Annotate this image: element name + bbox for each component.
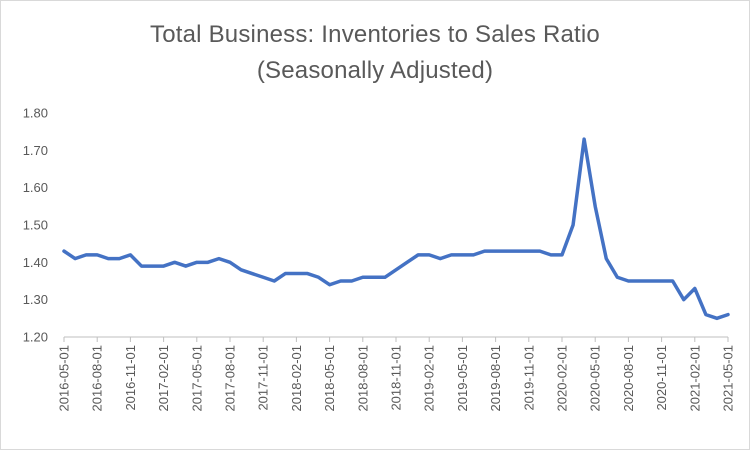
x-tick-label: 2016-08-01: [90, 345, 105, 412]
chart-subtitle: (Seasonally Adjusted): [256, 57, 494, 84]
series-layer: [62, 137, 730, 321]
y-tick-label: 1.20: [23, 330, 48, 345]
data-point: [483, 249, 486, 253]
data-point: [383, 276, 387, 279]
data-point: [84, 253, 88, 257]
x-tick-label: 2019-02-01: [422, 345, 437, 412]
data-point: [129, 253, 132, 257]
y-tick-label: 1.50: [23, 218, 48, 233]
x-tick-label: 2021-05-01: [721, 345, 736, 412]
x-tick-label: 2018-05-01: [322, 345, 337, 412]
data-point: [505, 249, 508, 253]
data-point: [284, 272, 287, 275]
x-tick-label: 2019-05-01: [455, 345, 470, 412]
x-tick-label: 2018-02-01: [289, 345, 304, 412]
data-point: [538, 249, 542, 253]
data-point: [494, 249, 497, 253]
data-point: [560, 253, 564, 257]
data-point: [306, 272, 309, 275]
data-point: [62, 249, 66, 253]
data-point: [627, 279, 630, 283]
x-tick-label: 2017-08-01: [223, 345, 238, 412]
data-point: [262, 276, 265, 279]
x-tick-label: 2017-02-01: [156, 345, 171, 412]
y-axis-labels: 1.20 1.30 1.40 1.50 1.60 1.70 1.80: [23, 106, 48, 345]
x-axis-labels: 2016-05-01 2016-08-01 2016-11-01 2017-02-01…: [57, 345, 736, 412]
data-point: [317, 276, 320, 279]
data-point: [206, 261, 210, 264]
data-point: [682, 298, 685, 301]
data-point: [173, 261, 176, 264]
data-point: [250, 272, 254, 275]
data-point: [704, 313, 708, 316]
data-point: [450, 253, 453, 257]
data-point: [162, 264, 165, 268]
data-point: [649, 279, 652, 283]
data-point: [416, 253, 420, 257]
data-point: [339, 279, 342, 283]
data-point: [605, 257, 608, 260]
data-point: [73, 257, 77, 260]
data-point: [184, 264, 187, 268]
data-point: [527, 249, 530, 253]
series-line: [62, 137, 730, 321]
x-tick-label: 2020-05-01: [588, 345, 603, 412]
x-tick-label: 2021-02-01: [687, 345, 702, 412]
x-tick-label: 2018-08-01: [355, 345, 370, 412]
x-tick-label: 2016-11-01: [123, 345, 138, 411]
data-point: [616, 276, 619, 279]
data-point: [571, 223, 575, 227]
data-point: [726, 313, 730, 316]
x-tick-label: 2019-08-01: [488, 345, 503, 412]
y-tick-label: 1.60: [23, 180, 48, 195]
chart-title: Total Business: Inventories to Sales Rat…: [150, 21, 600, 48]
data-point: [140, 264, 143, 268]
x-tick-label: 2017-11-01: [256, 345, 271, 411]
data-point: [228, 261, 232, 264]
data-point: [549, 253, 553, 257]
data-point: [472, 253, 475, 257]
data-point: [715, 317, 719, 320]
data-point: [461, 253, 464, 257]
data-point: [328, 283, 331, 286]
data-point: [405, 261, 409, 264]
data-point: [693, 287, 696, 290]
data-point: [638, 279, 641, 283]
x-tick-label: 2019-11-01: [521, 345, 536, 411]
data-point: [372, 276, 376, 279]
x-tick-label: 2020-02-01: [555, 345, 570, 412]
data-point: [582, 137, 586, 141]
y-tick-label: 1.30: [23, 292, 48, 307]
data-point: [273, 279, 276, 283]
y-tick-label: 1.80: [23, 106, 48, 121]
x-tick-label: 2016-05-01: [57, 345, 72, 412]
data-point: [118, 257, 121, 260]
y-tick-label: 1.40: [23, 255, 48, 270]
data-point: [660, 279, 663, 283]
data-point: [151, 264, 154, 268]
x-tick-label: 2018-11-01: [389, 345, 404, 411]
data-point: [516, 249, 519, 253]
data-point: [394, 268, 398, 271]
x-tick-label: 2020-11-01: [654, 345, 669, 411]
data-point: [428, 253, 431, 257]
data-point: [195, 261, 198, 264]
x-tick-label: 2020-08-01: [621, 345, 636, 412]
x-tick-label: 2017-05-01: [189, 345, 204, 412]
data-point: [107, 257, 110, 260]
y-tick-label: 1.70: [23, 143, 48, 158]
data-point: [361, 276, 364, 279]
data-point: [217, 257, 221, 260]
data-point: [671, 279, 674, 283]
data-point: [439, 257, 442, 260]
data-point: [96, 253, 99, 257]
data-point: [239, 268, 243, 271]
x-axis: [63, 336, 729, 342]
data-point: [594, 205, 597, 208]
data-point: [295, 272, 298, 275]
data-point: [350, 279, 353, 283]
